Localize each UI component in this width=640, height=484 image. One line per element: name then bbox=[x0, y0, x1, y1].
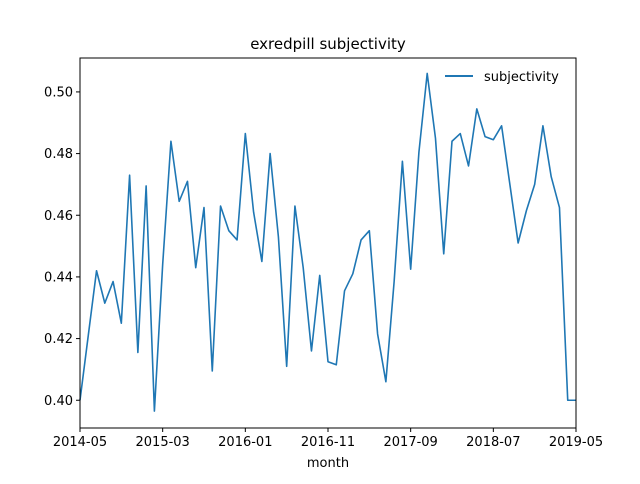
y-tick-label: 0.50 bbox=[44, 85, 73, 100]
y-tick-label: 0.42 bbox=[44, 332, 73, 347]
series-line-subjectivity bbox=[79, 72, 576, 412]
chart-title: exredpill subjectivity bbox=[250, 35, 406, 53]
x-tick-label: 2019-05 bbox=[549, 435, 603, 450]
axis-ticks: 2014-05 2015-03 2016-01 2016-11 2017-09 2018-… bbox=[44, 85, 603, 450]
x-tick-label: 2016-11 bbox=[301, 435, 355, 450]
y-tick-label: 0.46 bbox=[44, 209, 73, 224]
x-tick-label: 2016-01 bbox=[218, 435, 272, 450]
y-tick-label: 0.48 bbox=[44, 147, 73, 162]
x-tick-label: 2015-03 bbox=[136, 435, 190, 450]
legend-label-subjectivity: subjectivity bbox=[484, 70, 559, 85]
y-tick-label: 0.44 bbox=[44, 270, 73, 285]
plot-area bbox=[79, 72, 576, 412]
x-axis-label: month bbox=[307, 456, 349, 471]
x-tick-label: 2018-07 bbox=[466, 435, 520, 450]
x-tick-label: 2014-05 bbox=[53, 435, 107, 450]
legend: subjectivity bbox=[445, 70, 559, 85]
x-tick-label: 2017-09 bbox=[384, 435, 438, 450]
y-tick-label: 0.40 bbox=[44, 394, 73, 409]
